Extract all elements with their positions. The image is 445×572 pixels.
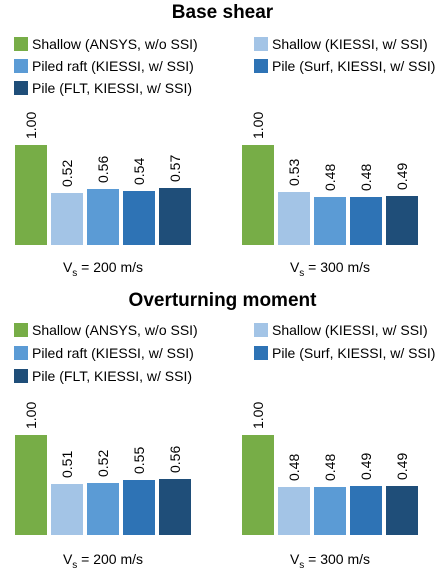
legend-label: Shallow (KIESSI, w/ SSI) bbox=[272, 322, 428, 338]
bar bbox=[386, 196, 418, 245]
bar bbox=[87, 189, 119, 245]
legend-swatch bbox=[14, 346, 28, 360]
legend-item: Piled raft (KIESSI, w/ SSI) bbox=[14, 344, 194, 362]
bar bbox=[51, 484, 83, 535]
bar bbox=[51, 193, 83, 245]
bar bbox=[123, 191, 155, 245]
bar bbox=[87, 483, 119, 535]
legend-label: Shallow (KIESSI, w/ SSI) bbox=[272, 36, 428, 52]
data-label: 0.56 bbox=[167, 446, 183, 473]
data-label: 0.56 bbox=[95, 156, 111, 183]
bar bbox=[15, 435, 47, 535]
data-label: 1.00 bbox=[250, 112, 266, 139]
legend-swatch bbox=[254, 323, 268, 337]
bar bbox=[123, 480, 155, 535]
legend-item: Shallow (KIESSI, w/ SSI) bbox=[254, 35, 428, 53]
legend-swatch bbox=[14, 323, 28, 337]
data-label: 0.48 bbox=[322, 164, 338, 191]
base-shear-bar-chart: 1.00 0.52 0.56 0.54 0.57 Vs = 200 m/s 1.00 0.53… bbox=[15, 112, 418, 279]
bar bbox=[278, 487, 310, 535]
overturning-moment-bar-chart: 1.00 0.51 0.52 0.55 0.56 Vs = 200 m/s 1.00 0.48… bbox=[15, 402, 418, 571]
bar bbox=[314, 197, 346, 245]
data-label: 0.57 bbox=[167, 155, 183, 182]
legend-swatch bbox=[254, 59, 268, 73]
chart-title: Base shear bbox=[171, 2, 274, 23]
data-label: 0.49 bbox=[394, 453, 410, 480]
legend-label: Shallow (ANSYS, w/o SSI) bbox=[32, 322, 198, 338]
data-label: 0.49 bbox=[394, 163, 410, 190]
data-label: 1.00 bbox=[23, 112, 39, 139]
bar bbox=[386, 486, 418, 535]
legend-swatch bbox=[14, 59, 28, 73]
base-shear-panel: Base shear Shallow (ANSYS, w/o SSI) Shal… bbox=[0, 0, 445, 280]
legend-item: Shallow (ANSYS, w/o SSI) bbox=[14, 321, 198, 339]
bar bbox=[314, 487, 346, 535]
data-label: 1.00 bbox=[250, 402, 266, 429]
legend-swatch bbox=[254, 37, 268, 51]
data-label: 0.51 bbox=[59, 451, 75, 478]
legend-label: Pile (Surf, KIESSI, w/ SSI) bbox=[272, 58, 436, 74]
data-label: 0.54 bbox=[131, 158, 147, 185]
bar bbox=[159, 188, 191, 245]
legend-item: Shallow (KIESSI, w/ SSI) bbox=[254, 321, 428, 339]
legend-swatch bbox=[254, 346, 268, 360]
data-label: 0.48 bbox=[322, 454, 338, 481]
chart-title: Overturning moment bbox=[128, 290, 317, 311]
data-label: 0.52 bbox=[95, 450, 111, 477]
group-label: Vs = 300 m/s bbox=[290, 259, 370, 279]
group-label: Vs = 200 m/s bbox=[63, 551, 143, 571]
bar bbox=[15, 145, 47, 245]
bar bbox=[242, 145, 274, 245]
legend-label: Piled raft (KIESSI, w/ SSI) bbox=[32, 345, 194, 361]
legend-item: Pile (FLT, KIESSI, w/ SSI) bbox=[14, 79, 192, 97]
legend-label: Shallow (ANSYS, w/o SSI) bbox=[32, 36, 198, 52]
data-label: 0.55 bbox=[131, 447, 147, 474]
legend-item: Piled raft (KIESSI, w/ SSI) bbox=[14, 57, 194, 75]
overturning-moment-panel: Overturning moment Shallow (ANSYS, w/o S… bbox=[0, 288, 445, 572]
legend-item: Pile (FLT, KIESSI, w/ SSI) bbox=[14, 367, 192, 385]
bar bbox=[278, 192, 310, 245]
legend-item: Pile (Surf, KIESSI, w/ SSI) bbox=[254, 57, 435, 75]
data-label: 0.52 bbox=[59, 160, 75, 187]
legend-label: Pile (FLT, KIESSI, w/ SSI) bbox=[32, 80, 193, 96]
legend-item: Shallow (ANSYS, w/o SSI) bbox=[14, 35, 198, 53]
bar bbox=[350, 486, 382, 535]
data-label: 1.00 bbox=[23, 402, 39, 429]
legend-swatch bbox=[14, 369, 28, 383]
data-label: 0.48 bbox=[286, 454, 302, 481]
legend-swatch bbox=[14, 37, 28, 51]
legend-item: Pile (Surf, KIESSI, w/ SSI) bbox=[254, 344, 435, 362]
legend-label: Pile (Surf, KIESSI, w/ SSI) bbox=[272, 345, 436, 361]
group-label: Vs = 200 m/s bbox=[63, 259, 143, 279]
legend-swatch bbox=[14, 81, 28, 95]
data-label: 0.49 bbox=[358, 453, 374, 480]
bar bbox=[159, 479, 191, 535]
data-label: 0.48 bbox=[358, 164, 374, 191]
data-label: 0.53 bbox=[286, 159, 302, 186]
group-label: Vs = 300 m/s bbox=[290, 551, 370, 571]
legend-label: Piled raft (KIESSI, w/ SSI) bbox=[32, 58, 194, 74]
legend-label: Pile (FLT, KIESSI, w/ SSI) bbox=[32, 368, 193, 384]
bar bbox=[242, 435, 274, 535]
bar bbox=[350, 197, 382, 245]
